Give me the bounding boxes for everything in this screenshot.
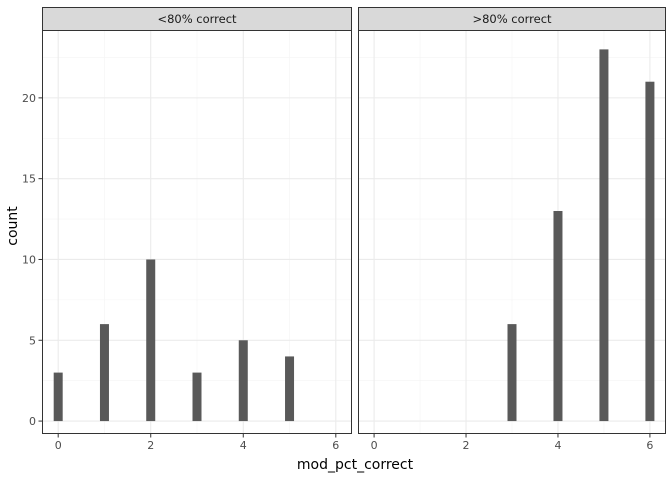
y-tick-label: 20	[22, 92, 36, 105]
x-tick-label: 6	[332, 439, 339, 452]
facet-strip	[42, 7, 352, 31]
facet-strip	[358, 7, 666, 31]
y-tick-label: 5	[29, 334, 36, 347]
bar-x0	[53, 372, 63, 422]
x-tick-label: 0	[371, 439, 378, 452]
y-tick-label: 15	[22, 173, 36, 186]
x-tick-label: 2	[463, 439, 470, 452]
facet-panel-1: <80% correct 0 2 4 6 0 5 10 15 20	[22, 7, 352, 452]
facet-strip-label: <80% correct	[157, 12, 237, 26]
x-tick-label: 0	[55, 439, 62, 452]
bar-x5	[285, 356, 295, 422]
bar-x5	[599, 49, 609, 422]
bar-x4	[553, 210, 563, 422]
bar-x3	[507, 324, 517, 422]
y-axis-title: count	[5, 206, 21, 246]
facet-panel-2: >80% correct 0 2 4 6	[358, 7, 666, 452]
bar-x3	[192, 372, 202, 422]
x-axis-title: mod_pct_correct	[297, 457, 414, 473]
panels-layer: <80% correct 0 2 4 6 0 5 10 15 20 >80% correct 0 2 4 6	[22, 7, 666, 452]
facet-strip-label: >80% correct	[472, 12, 552, 26]
bar-x2	[146, 259, 156, 422]
bar-x4	[238, 340, 248, 422]
y-tick-label: 0	[29, 415, 36, 428]
x-tick-label: 2	[147, 439, 154, 452]
bar-x6	[645, 81, 655, 422]
x-tick-label: 4	[554, 439, 561, 452]
y-tick-label: 10	[22, 253, 36, 266]
x-tick-label: 4	[240, 439, 247, 452]
x-tick-label: 6	[646, 439, 653, 452]
bar-x1	[99, 324, 109, 422]
